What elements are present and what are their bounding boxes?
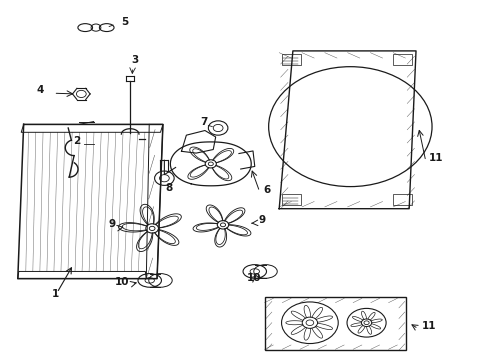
Text: 9: 9 [109,219,116,229]
Text: 3: 3 [131,55,139,66]
Bar [282,54,301,65]
Text: 5: 5 [122,17,129,27]
Text: 7: 7 [200,117,207,127]
Bar [392,194,412,205]
Bar [392,54,412,65]
Text: 11: 11 [422,321,437,331]
Text: 11: 11 [429,153,444,163]
Text: 2: 2 [73,136,80,146]
Text: 1: 1 [52,289,59,298]
Bar [265,297,406,350]
Text: 8: 8 [166,183,173,193]
Text: 6: 6 [263,185,270,194]
Text: 10: 10 [115,277,129,287]
Text: 4: 4 [36,85,44,95]
Text: 9: 9 [259,215,266,225]
Bar [282,194,301,205]
Text: 10: 10 [246,273,261,283]
